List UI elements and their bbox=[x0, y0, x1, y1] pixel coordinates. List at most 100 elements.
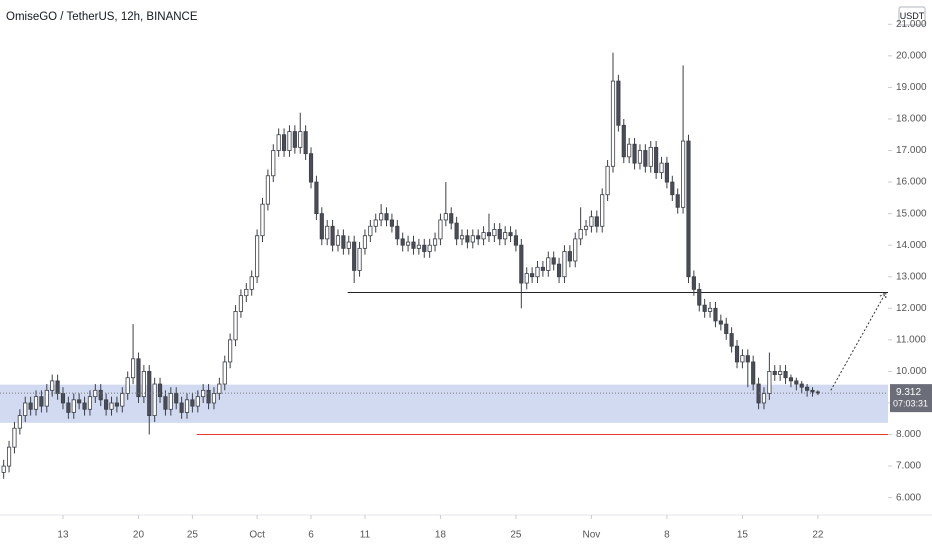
candle-body bbox=[751, 361, 756, 385]
candle-body bbox=[767, 371, 772, 394]
candle-body bbox=[432, 238, 438, 246]
candle-body bbox=[810, 389, 815, 393]
candle-body bbox=[508, 232, 513, 237]
candle-body bbox=[686, 140, 691, 278]
price-label: 9.312 bbox=[896, 387, 921, 398]
candle-body bbox=[438, 219, 443, 240]
candle-body bbox=[540, 266, 545, 271]
candle-body bbox=[325, 225, 330, 240]
candle-body bbox=[1, 465, 6, 473]
candle-body bbox=[395, 225, 400, 240]
x-tick-label: 15 bbox=[737, 530, 749, 541]
candle-body bbox=[228, 339, 233, 363]
candle-body bbox=[217, 383, 222, 394]
currency[interactable]: USDT bbox=[900, 11, 925, 21]
candle-body bbox=[492, 229, 497, 237]
candle-body bbox=[783, 371, 788, 379]
candle-body bbox=[206, 389, 211, 404]
candle-body bbox=[535, 266, 540, 278]
candle-body bbox=[330, 225, 335, 246]
candle-body bbox=[519, 244, 524, 284]
candle-body bbox=[416, 244, 421, 249]
support-zone bbox=[0, 384, 888, 423]
candle-body bbox=[389, 219, 394, 227]
arrow-head bbox=[879, 291, 887, 300]
candle-body bbox=[589, 216, 594, 227]
candle-body bbox=[659, 162, 664, 174]
x-tick-label: Oct bbox=[249, 530, 265, 541]
x-tick-label: 20 bbox=[133, 530, 145, 541]
candle-body bbox=[799, 383, 804, 388]
candle-body bbox=[481, 232, 486, 240]
plot bbox=[0, 52, 888, 479]
x-tick-label: 8 bbox=[664, 530, 670, 541]
y-tick-label: 17.000 bbox=[896, 145, 927, 156]
candle-body bbox=[449, 213, 454, 224]
y-tick-label: 11.000 bbox=[896, 335, 926, 346]
candle-body bbox=[546, 257, 551, 271]
candle-body bbox=[298, 131, 303, 148]
y-tick-label: 20.000 bbox=[896, 50, 927, 61]
candle-body bbox=[654, 146, 659, 174]
x-tick-label: 22 bbox=[812, 530, 824, 541]
candle-body bbox=[594, 216, 599, 227]
price-label-box bbox=[890, 384, 932, 413]
candle-body bbox=[39, 396, 44, 407]
candle-body bbox=[707, 307, 713, 312]
y-tick-label: 19.000 bbox=[896, 82, 927, 93]
candle-body bbox=[772, 371, 777, 375]
candle-body bbox=[664, 162, 669, 183]
candle-body bbox=[605, 165, 610, 196]
candle-body bbox=[713, 307, 718, 322]
candle-body bbox=[368, 225, 373, 237]
candle-body bbox=[729, 333, 734, 347]
candle-body bbox=[255, 235, 260, 278]
candle-body bbox=[341, 235, 346, 249]
candle-body bbox=[190, 399, 195, 407]
candle-body bbox=[136, 358, 141, 398]
candle-body bbox=[163, 396, 168, 410]
candle-body bbox=[335, 235, 341, 246]
candle-body bbox=[697, 288, 702, 306]
candle-body bbox=[281, 134, 287, 151]
candle-body bbox=[691, 276, 696, 290]
candle-body bbox=[60, 393, 66, 404]
candle-body bbox=[648, 146, 653, 167]
candle-body bbox=[702, 304, 707, 312]
candle-body bbox=[357, 247, 362, 271]
candle-body bbox=[33, 396, 39, 410]
countdown: 07:03:31 bbox=[893, 399, 928, 409]
candle-body bbox=[573, 238, 578, 262]
candle-body bbox=[222, 361, 227, 385]
candle-body bbox=[805, 386, 810, 391]
candle-body bbox=[643, 150, 648, 167]
candle-body bbox=[23, 402, 28, 416]
candle-body bbox=[157, 383, 163, 398]
candle-body bbox=[740, 355, 745, 363]
candle-body bbox=[87, 396, 93, 410]
y-tick-label: 6.000 bbox=[896, 492, 921, 503]
x-tick-label: 18 bbox=[435, 530, 447, 541]
candle-body bbox=[352, 241, 357, 271]
candle-body bbox=[184, 399, 190, 413]
candle-body bbox=[422, 244, 427, 252]
candle-body bbox=[271, 150, 276, 177]
candle-body bbox=[114, 402, 119, 407]
candle-body bbox=[794, 380, 799, 385]
candle-body bbox=[427, 244, 432, 252]
y-tick-label: 10.000 bbox=[896, 366, 927, 377]
candle-body bbox=[308, 153, 314, 183]
candle-body bbox=[17, 415, 22, 429]
candle-body bbox=[152, 383, 157, 416]
currency-box[interactable] bbox=[898, 6, 926, 26]
candle-body bbox=[379, 213, 384, 221]
candle-body bbox=[303, 131, 308, 155]
candle-body bbox=[373, 219, 378, 227]
candle-body bbox=[314, 181, 319, 215]
candle-body bbox=[179, 402, 184, 413]
candle-body bbox=[55, 380, 60, 394]
candle-body bbox=[562, 251, 567, 278]
candle-body bbox=[470, 235, 475, 243]
